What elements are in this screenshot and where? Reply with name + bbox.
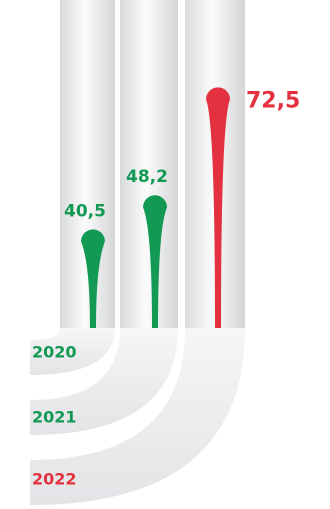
lollipop bbox=[143, 195, 167, 328]
category-label: 2020 bbox=[32, 343, 77, 362]
category-label: 2021 bbox=[32, 408, 77, 427]
value-label: 40,5 bbox=[64, 201, 106, 221]
value-label: 72,5 bbox=[246, 88, 300, 113]
category-label: 2022 bbox=[32, 470, 77, 489]
lollipop bbox=[206, 87, 230, 329]
lollipop bbox=[81, 229, 105, 328]
value-label: 48,2 bbox=[126, 167, 168, 187]
decor-tubes bbox=[30, 0, 245, 505]
